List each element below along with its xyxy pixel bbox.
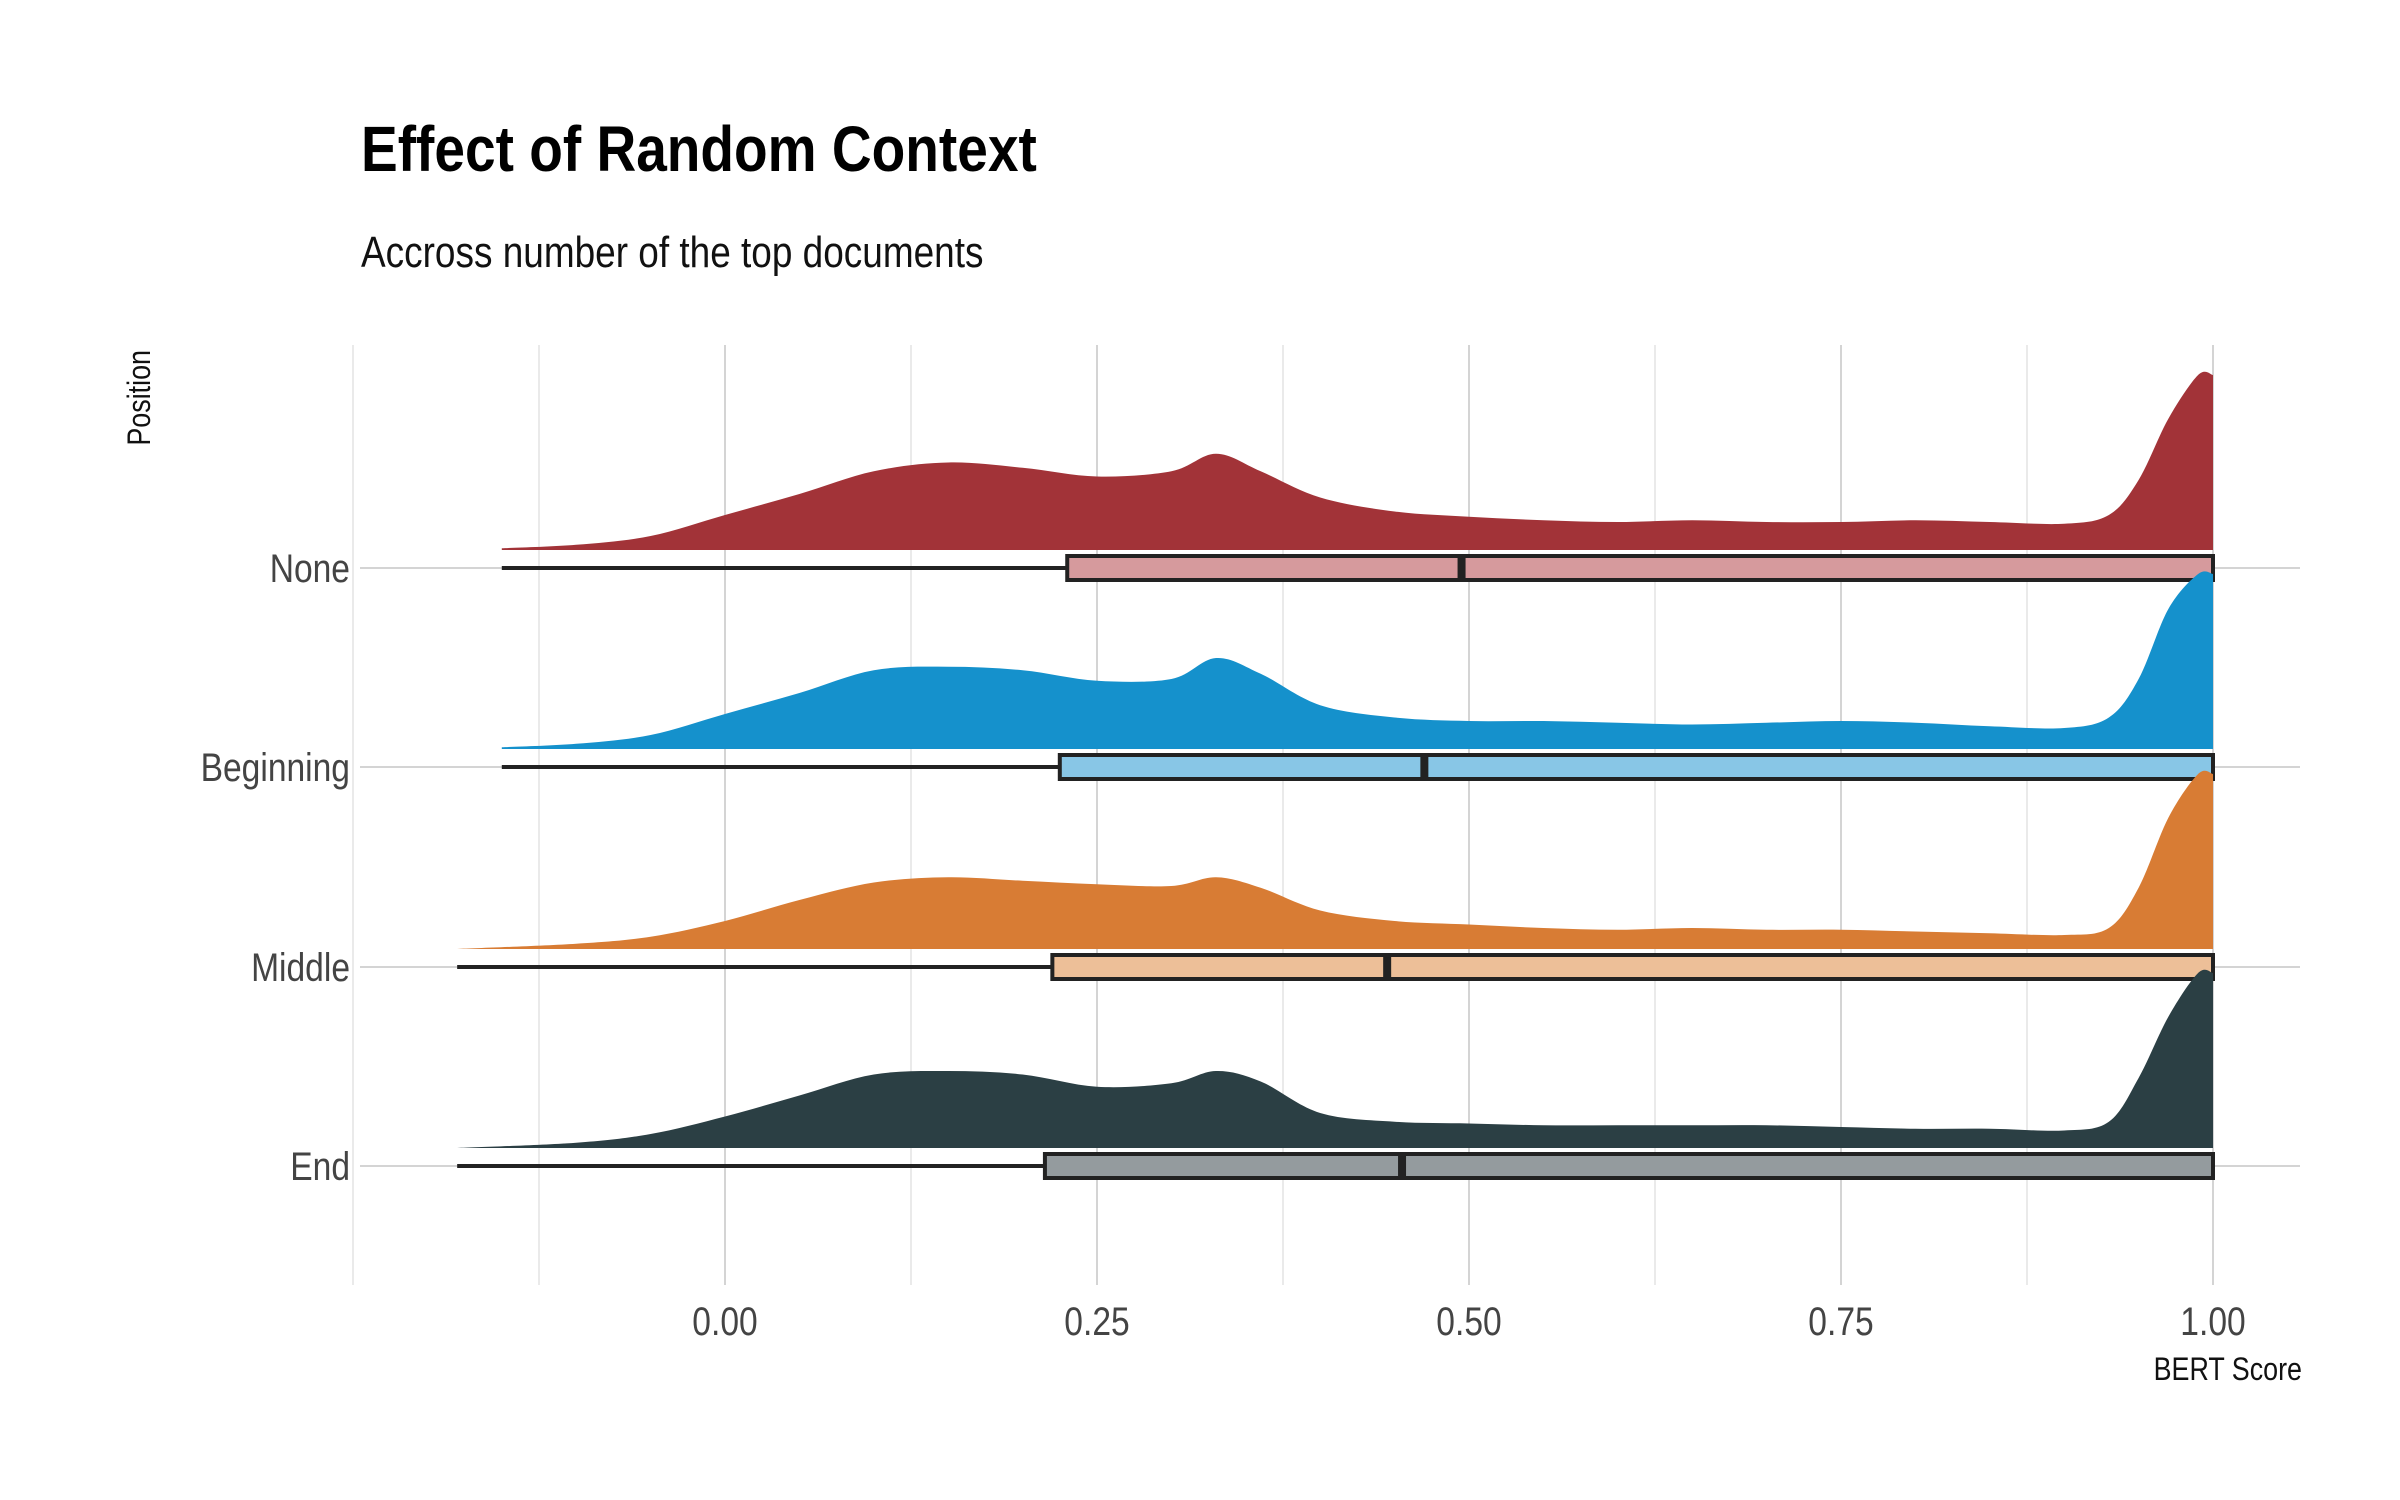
y-axis-ticks: None Beginning Middle End <box>201 546 350 1188</box>
x-tick-label: 0.50 <box>1436 1299 1501 1343</box>
x-axis-ticks: 0.00 0.25 0.50 0.75 1.00 <box>692 1299 2245 1343</box>
horizontal-grid <box>360 567 2300 1167</box>
x-tick-label: 1.00 <box>2180 1299 2245 1343</box>
x-tick-label: 0.00 <box>692 1299 757 1343</box>
series-middle <box>457 770 2215 981</box>
density-ridge <box>501 371 2213 550</box>
chart-subtitle: Accross number of the top documents <box>361 228 984 277</box>
box <box>1050 953 2215 981</box>
density-ridge <box>457 969 2213 1148</box>
box <box>1042 1152 2215 1180</box>
x-tick-label: 0.25 <box>1064 1299 1129 1343</box>
series-beginning <box>501 571 2215 781</box>
y-tick-label: Beginning <box>201 745 350 789</box>
series-end <box>457 969 2215 1180</box>
box <box>1057 753 2215 781</box>
density-ridge <box>457 770 2213 949</box>
x-axis-title: BERT Score <box>2154 1352 2302 1388</box>
x-tick-label: 0.75 <box>1808 1299 1873 1343</box>
y-tick-label: End <box>290 1144 350 1188</box>
series-none <box>501 371 2215 582</box>
y-tick-label: Middle <box>251 945 350 989</box>
y-tick-label: None <box>270 546 350 590</box>
series-marks <box>457 371 2215 1180</box>
density-ridge <box>501 571 2213 749</box>
box <box>1065 554 2215 582</box>
y-axis-title: Position <box>122 350 158 446</box>
chart-title: Effect of Random Context <box>361 113 1037 185</box>
